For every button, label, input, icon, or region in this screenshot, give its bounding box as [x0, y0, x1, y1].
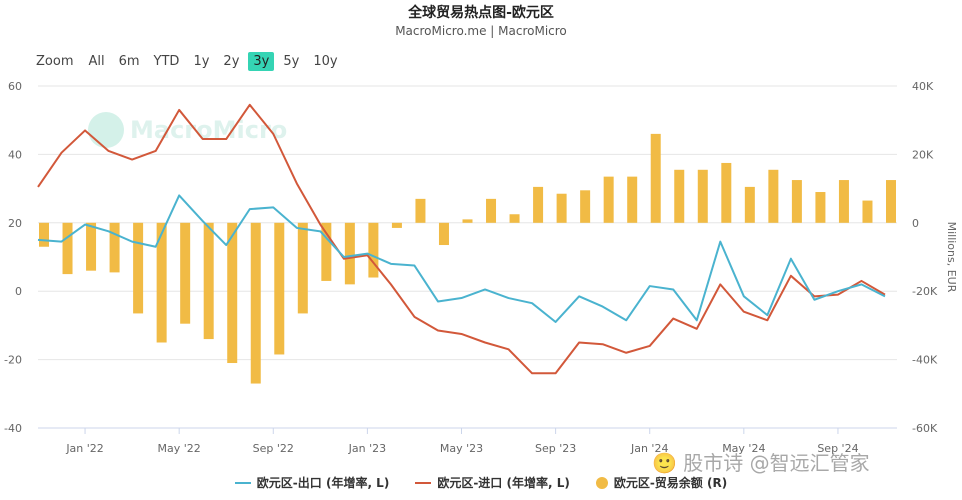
balance-bar	[156, 222, 167, 343]
balance-bar	[603, 176, 614, 223]
y-left-tick-label: -20	[4, 354, 22, 367]
x-tick-label: Jan '24	[630, 442, 668, 455]
balance-bar	[862, 200, 873, 223]
y-right-tick-label: -60K	[912, 422, 938, 435]
balance-bar	[109, 222, 120, 273]
balance-bar	[697, 169, 708, 223]
balance-bar	[368, 222, 379, 278]
y-right-axis-label: Millions, EUR	[945, 222, 958, 293]
balance-bar	[391, 222, 402, 228]
balance-bar	[62, 222, 73, 275]
export-yoy-line	[37, 194, 886, 323]
legend-item-import[interactable]: 欧元区-进口 (年增率, L)	[415, 474, 570, 491]
balance-bar	[838, 180, 849, 223]
x-tick-label: Jan '23	[348, 442, 386, 455]
range-3y-button[interactable]: 3y	[248, 52, 275, 71]
balance-bar	[344, 222, 355, 285]
y-right-tick-label: 40K	[912, 80, 934, 93]
legend-import-line-icon	[415, 481, 432, 484]
balance-bar	[227, 222, 238, 364]
balance-bar	[533, 186, 544, 223]
zoom-label: Zoom	[36, 54, 74, 69]
y-left-tick-label: 0	[15, 285, 22, 298]
balance-bar	[86, 222, 97, 271]
legend-import-label: 欧元区-进口 (年增率, L)	[437, 476, 570, 490]
balance-bar	[133, 222, 144, 314]
y-left-tick-label: 40	[8, 148, 22, 161]
balance-bar	[650, 133, 661, 223]
balance-bar	[180, 222, 191, 324]
y-right-tick-label: -20K	[912, 285, 938, 298]
balance-bar	[203, 222, 214, 340]
balance-bar	[580, 190, 591, 223]
balance-bar	[509, 214, 520, 223]
x-tick-label: Sep '22	[253, 442, 294, 455]
legend-export-line-icon	[234, 481, 251, 484]
balance-bar	[415, 198, 426, 223]
y-left-tick-label: 20	[8, 217, 22, 230]
range-6m-button[interactable]: 6m	[118, 54, 140, 69]
balance-bar	[486, 198, 497, 223]
chart-legend: 欧元区-出口 (年增率, L) 欧元区-进口 (年增率, L) 欧元区-贸易余额…	[0, 474, 962, 491]
range-2y-button[interactable]: 2y	[223, 54, 240, 69]
x-tick-label: Sep '23	[535, 442, 576, 455]
legend-item-export[interactable]: 欧元区-出口 (年增率, L)	[234, 474, 390, 491]
balance-bar	[627, 176, 638, 223]
balance-bar	[250, 222, 261, 384]
legend-balance-dot-icon	[595, 476, 608, 489]
x-tick-label: May '23	[440, 442, 483, 455]
x-tick-label: Jan '22	[65, 442, 103, 455]
balance-bar	[815, 192, 826, 223]
balance-bar	[791, 180, 802, 223]
balance-bar	[768, 169, 779, 223]
range-10y-button[interactable]: 10y	[313, 54, 338, 69]
macromicro-logo-icon	[88, 112, 124, 148]
legend-export-label: 欧元区-出口 (年增率, L)	[256, 476, 390, 490]
footer-watermark: 🙂 股市诗 @智远汇管家	[652, 451, 870, 475]
x-tick-label: Sep '24	[817, 442, 858, 455]
import-yoy-line	[37, 103, 886, 375]
y-right-tick-label: -40K	[912, 354, 938, 367]
range-selector: Zoom All 6m YTD 1y 2y 3y 5y 10y	[36, 52, 347, 71]
balance-bar	[744, 186, 755, 223]
range-5y-button[interactable]: 5y	[283, 54, 300, 69]
range-ytd-button[interactable]: YTD	[153, 54, 180, 69]
balance-bar	[297, 222, 308, 314]
balance-bar	[438, 222, 449, 246]
legend-item-balance[interactable]: 欧元区-贸易余额 (R)	[595, 474, 728, 491]
y-left-tick-label: 60	[8, 80, 22, 93]
x-tick-label: May '24	[722, 442, 765, 455]
range-1y-button[interactable]: 1y	[193, 54, 210, 69]
y-left-tick-label: -40	[4, 422, 22, 435]
chart-subtitle: MacroMicro.me | MacroMicro	[395, 24, 567, 38]
legend-balance-label: 欧元区-贸易余额 (R)	[613, 476, 728, 490]
balance-bar	[886, 180, 896, 223]
balance-bar	[556, 193, 567, 223]
balance-bar	[462, 219, 473, 223]
y-right-tick-label: 20K	[912, 148, 934, 161]
balance-bar	[39, 222, 49, 247]
range-all-button[interactable]: All	[88, 54, 105, 69]
balance-bar	[674, 169, 685, 223]
balance-bar	[721, 162, 732, 223]
chart-title: 全球贸易热点图-欧元区	[408, 5, 554, 21]
balance-bar	[274, 222, 285, 355]
y-right-tick-label: 0	[912, 217, 919, 230]
x-tick-label: May '22	[158, 442, 201, 455]
balance-bar	[321, 222, 332, 281]
